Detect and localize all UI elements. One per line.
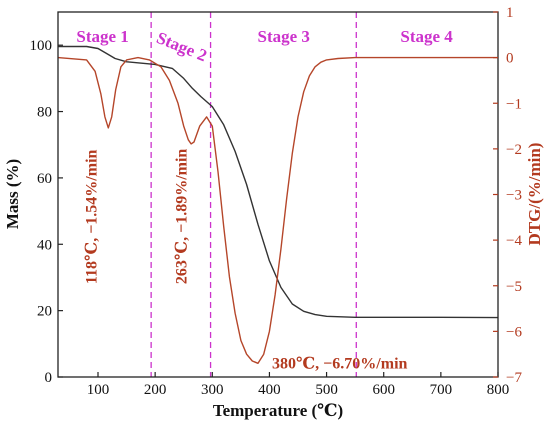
y-right-tick-label: 1: [506, 5, 514, 21]
plot-frame: [57, 11, 499, 378]
stage-labels: Stage 1 Stage 2 Stage 3 Stage 4: [76, 27, 453, 65]
x-tick-label: 700: [430, 382, 453, 398]
y-right-tick-label: −3: [506, 188, 522, 204]
y-left-tick-label: 80: [37, 105, 52, 121]
y-right-tick-label: −5: [506, 279, 522, 295]
peak-annotation-3: 380℃, −6.70%/min: [272, 356, 408, 373]
stage-label-3: Stage 3: [258, 27, 310, 46]
x-tick-label: 600: [372, 382, 395, 398]
x-tick-label: 400: [258, 382, 281, 398]
x-tick-label: 500: [315, 382, 338, 398]
y-left-tick-label: 100: [30, 38, 53, 54]
peak-annotations: 118℃, −1.54%/min 263℃, −1.89%/min 380℃, −6…: [83, 149, 407, 373]
y-left-tick-label: 40: [37, 237, 52, 253]
dtg-curve: [57, 56, 498, 364]
peak-annotation-1: 118℃, −1.54%/min: [83, 149, 100, 284]
mass-curve: [58, 45, 499, 319]
x-tick-label: 300: [201, 382, 224, 398]
y-left-tick-label: 0: [45, 370, 53, 386]
stage-label-2: Stage 2: [154, 28, 210, 65]
y-right-tick-label: 0: [506, 51, 514, 67]
x-tick-label: 200: [144, 382, 167, 398]
y-left-tick-label: 60: [37, 171, 52, 187]
y-left-axis-ticks: 0 20 40 60 80 100: [30, 38, 63, 386]
stage-boundary-lines: [150, 12, 357, 377]
y-right-axis-title: DTG/(%/min): [525, 143, 544, 246]
y-right-tick-label: −7: [506, 370, 522, 386]
stage-label-4: Stage 4: [400, 27, 453, 46]
y-left-axis-title: Mass (%): [3, 159, 22, 229]
x-axis-ticks: 100 200 300 400 500 600 700 800: [87, 372, 510, 398]
x-tick-label: 100: [87, 382, 110, 398]
y-left-tick-label: 20: [37, 304, 52, 320]
x-tick-label: 800: [487, 382, 510, 398]
y-right-tick-label: −2: [506, 142, 522, 158]
y-right-tick-label: −4: [506, 233, 522, 249]
series-lines: [57, 45, 499, 364]
x-axis-title: Temperature (℃): [213, 401, 343, 420]
y-right-tick-label: −6: [506, 324, 522, 340]
y-right-axis-ticks: 1 0 −1 −2 −3 −4 −5 −6 −7: [493, 5, 522, 386]
stage-label-1: Stage 1: [76, 27, 128, 46]
peak-annotation-2: 263℃, −1.89%/min: [174, 149, 191, 285]
y-right-tick-label: −1: [506, 96, 522, 112]
